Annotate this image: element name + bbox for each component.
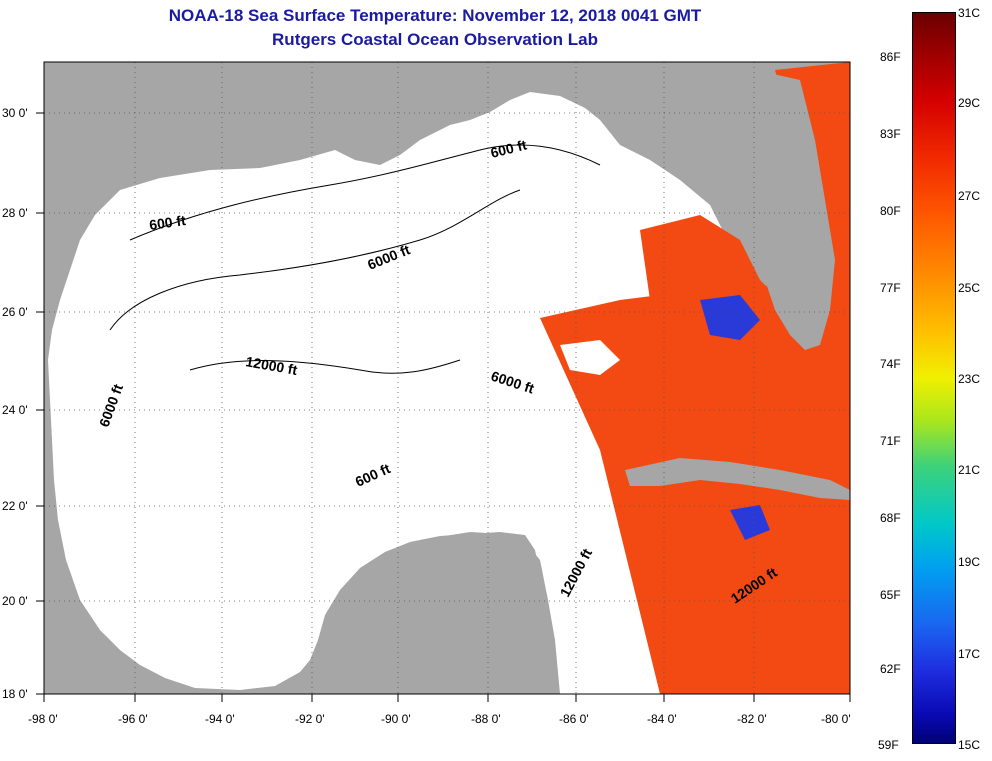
map-frame: [43, 61, 851, 695]
colorbar-c-label: 21C: [958, 463, 981, 477]
cloud-patch: [730, 505, 770, 540]
lon-label: -82 0': [737, 712, 767, 726]
colorbar-f-label: 74F: [880, 357, 901, 371]
lat-label: 20 0': [2, 594, 28, 608]
lat-label: 18 0': [2, 687, 28, 701]
temperature-colorbar: [912, 12, 956, 744]
lon-label: -98 0': [28, 712, 58, 726]
colorbar-f-label: 77F: [880, 281, 901, 295]
lat-label: 28 0': [2, 206, 28, 220]
cuba-landmass: [625, 458, 850, 500]
lon-label: -92 0': [295, 712, 325, 726]
colorbar-c-label: 19C: [958, 555, 981, 569]
cloud-patch: [560, 340, 620, 375]
colorbar-f-label: 59F: [878, 738, 899, 752]
map-title: NOAA-18 Sea Surface Temperature: Novembe…: [168, 6, 702, 25]
lon-label: -96 0': [118, 712, 148, 726]
graticule: [44, 62, 850, 694]
cloud-patch: [700, 295, 760, 340]
lon-label: -84 0': [647, 712, 677, 726]
colorbar-c-label: 31C: [958, 6, 981, 20]
contour-600ft: [129, 144, 601, 241]
lon-label: -90 0': [381, 712, 411, 726]
colorbar-f-label: 71F: [880, 434, 901, 448]
sst-swath: [540, 280, 850, 694]
colorbar-f-label: 83F: [880, 127, 901, 141]
contour-12000ft: [189, 359, 461, 374]
axis-ticks: [36, 112, 851, 702]
lat-label: 26 0': [2, 305, 28, 319]
colorbar-c-label: 15C: [958, 738, 981, 752]
lon-label: -80 0': [821, 712, 851, 726]
lon-label: -94 0': [205, 712, 235, 726]
colorbar-c-label: 23C: [958, 372, 981, 386]
colorbar-f-label: 65F: [880, 588, 901, 602]
colorbar-f-label: 80F: [880, 204, 901, 218]
florida-peninsula: [748, 70, 835, 350]
colorbar-f-label: 68F: [880, 511, 901, 525]
lat-label: 22 0': [2, 499, 28, 513]
lon-label: -86 0': [559, 712, 589, 726]
yucatan-peninsula: [310, 532, 560, 694]
lat-label: 24 0': [2, 403, 28, 417]
colorbar-c-label: 27C: [958, 189, 981, 203]
colorbar-c-label: 25C: [958, 281, 981, 295]
contour-label-600ft: 600 ft: [148, 212, 187, 233]
lat-label: 30 0': [2, 106, 28, 120]
contour-6000ft: [109, 189, 521, 331]
colorbar-c-label: 29C: [958, 96, 981, 110]
lon-label: -88 0': [471, 712, 501, 726]
colorbar-c-label: 17C: [958, 647, 981, 661]
colorbar-f-label: 86F: [880, 50, 901, 64]
colorbar-f-label: 62F: [880, 662, 901, 676]
map-subtitle: Rutgers Coastal Ocean Observation Lab: [272, 30, 598, 49]
